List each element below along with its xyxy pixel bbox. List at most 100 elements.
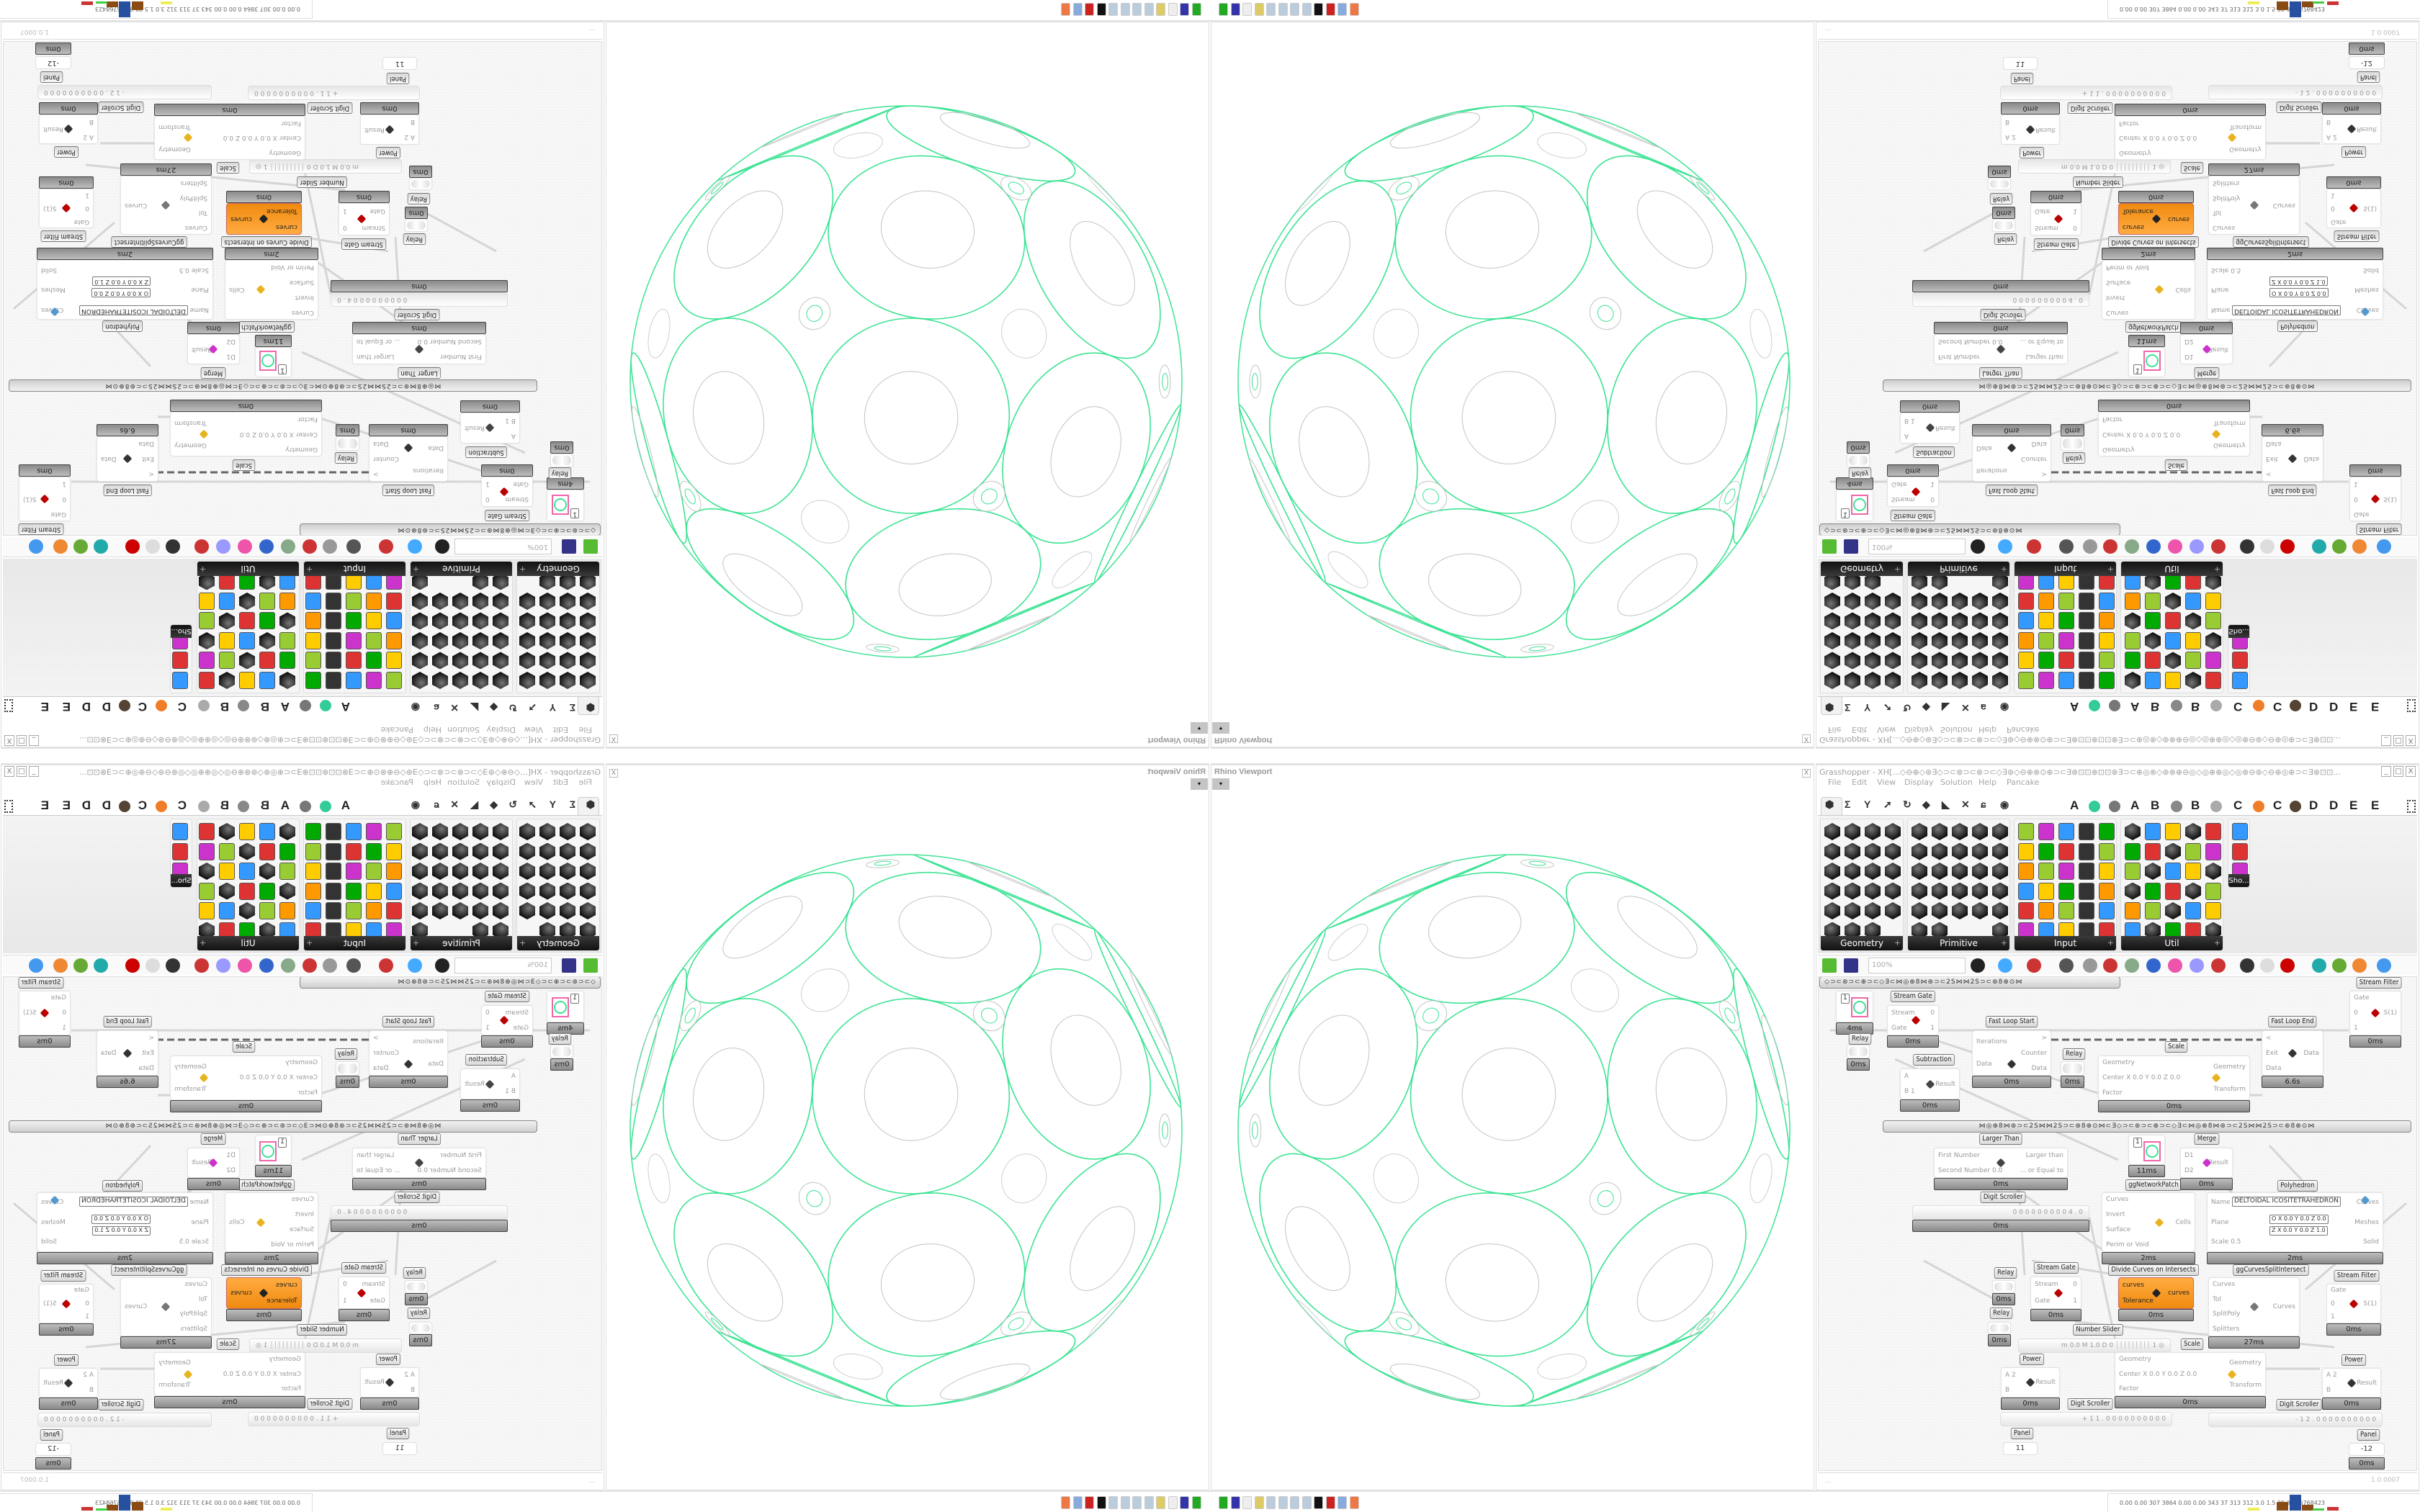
component-icon[interactable] bbox=[326, 652, 341, 670]
component-icon[interactable] bbox=[580, 613, 596, 630]
component-icon[interactable] bbox=[1952, 652, 1968, 670]
component-icon[interactable] bbox=[239, 823, 255, 840]
output-counter[interactable]: Counter bbox=[2021, 455, 2047, 463]
merge-label[interactable]: Merge bbox=[2193, 1133, 2220, 1145]
component-icon[interactable] bbox=[2205, 672, 2221, 689]
component-icon[interactable] bbox=[2125, 863, 2141, 880]
input-b-1[interactable]: B 1 bbox=[505, 1088, 516, 1096]
plane-z-field[interactable]: Z X 0.0 Y 0.0 Z 1.0 bbox=[92, 276, 151, 286]
tab-letter[interactable]: A bbox=[280, 700, 290, 714]
component-icon[interactable] bbox=[326, 902, 341, 919]
output-data[interactable]: Data bbox=[2303, 455, 2320, 463]
component-body[interactable]: Curves Invert Surface Perim or Void Cells bbox=[225, 260, 318, 320]
notepad-icon[interactable] bbox=[1132, 1496, 1142, 1509]
palette-label[interactable]: Geometry + bbox=[517, 936, 599, 950]
component-icon[interactable] bbox=[1952, 672, 1968, 689]
input-1[interactable]: 1 bbox=[85, 192, 89, 199]
polyhedron-label[interactable]: Polyhedron bbox=[102, 1180, 143, 1192]
ggnetworkpatch-body[interactable]: 1 bbox=[2128, 347, 2165, 377]
rhino-viewport[interactable]: Rhino Viewport X ▾ bbox=[605, 756, 1210, 1490]
input-name[interactable]: Name bbox=[189, 306, 209, 314]
component-icon[interactable] bbox=[259, 612, 275, 630]
group-title-bar[interactable]: ⋈◎⊕8⋈⊛⊃⊂2S⋈⋈2S⊃⊂⊛8⊕⊙⋈⊂∃◇⊃⊂⊛⊃⊂⊕⊃⊂◇∃⊂⋈◎⊕8⋈… bbox=[9, 1120, 537, 1133]
palette-label[interactable]: Sho... bbox=[171, 625, 192, 638]
component-icon[interactable] bbox=[2058, 652, 2074, 670]
component-icon[interactable] bbox=[493, 632, 508, 649]
component-icon[interactable] bbox=[279, 842, 295, 860]
menu-help[interactable]: Help bbox=[423, 725, 442, 734]
component-icon[interactable] bbox=[2018, 902, 2034, 919]
component-icon[interactable] bbox=[472, 902, 488, 919]
digit-scroller-label[interactable]: Digit Scroller bbox=[394, 309, 440, 320]
component-icon[interactable] bbox=[1992, 863, 2008, 880]
input-gate[interactable]: Gate bbox=[2354, 510, 2370, 518]
component-icon[interactable] bbox=[386, 612, 402, 630]
maximize-button[interactable]: □ bbox=[17, 766, 27, 777]
output-data[interactable]: Data bbox=[2031, 1064, 2048, 1072]
component-icon[interactable] bbox=[305, 882, 321, 900]
stream-filter-body[interactable]: Gate 0 1 S(1) bbox=[2326, 1284, 2381, 1323]
tab-letter[interactable]: B bbox=[220, 700, 229, 714]
group-title-bar[interactable]: ⋈◎⊕8⋈⊛⊃⊂2S⋈⋈2S⊃⊂⊛8⊕⊙⋈⊂∃◇⊃⊂⊛⊃⊂⊕⊃⊂◇∃⊂⋈◎⊕8⋈… bbox=[1883, 1120, 2411, 1133]
component-icon[interactable] bbox=[2205, 612, 2221, 630]
notepad-icon[interactable] bbox=[1290, 3, 1299, 16]
stream-filter-body[interactable]: Gate 0 1 S(1) bbox=[2326, 189, 2381, 228]
component-icon[interactable] bbox=[2145, 632, 2161, 649]
window-icon[interactable] bbox=[2125, 539, 2139, 554]
input-gate[interactable]: Gate bbox=[2331, 217, 2347, 225]
input-scale-0-5[interactable]: Scale 0.5 bbox=[179, 1238, 209, 1246]
notepad-icon[interactable] bbox=[1278, 1496, 1288, 1509]
firefox-icon[interactable] bbox=[1061, 3, 1071, 16]
component-icon[interactable] bbox=[1932, 652, 1948, 670]
expand-plus-icon[interactable]: + bbox=[413, 938, 420, 948]
plane-origin-field[interactable]: O X 0.0 Y 0.0 Z 0.0 bbox=[91, 288, 151, 297]
tab-icon[interactable]: ↻ bbox=[508, 798, 517, 810]
output-0[interactable]: 0 bbox=[2073, 1281, 2077, 1289]
input-stream[interactable]: Stream bbox=[1891, 1009, 1915, 1017]
stream-gate-body[interactable]: Stream Gate 0 1 bbox=[2030, 203, 2081, 235]
input--[interactable]: < bbox=[148, 470, 154, 478]
input-a[interactable]: A bbox=[511, 432, 516, 440]
shaded-icon[interactable] bbox=[166, 539, 180, 554]
divide-curves-on-intersects-body[interactable]: curves Tolerance curves bbox=[226, 203, 302, 235]
component-icon[interactable] bbox=[366, 882, 382, 900]
output-larger-than[interactable]: Larger than bbox=[357, 1151, 395, 1159]
component-icon[interactable] bbox=[1885, 593, 1901, 610]
component-icon[interactable] bbox=[219, 593, 235, 610]
output-s-1-[interactable]: S(1) bbox=[43, 204, 57, 212]
divide-curves-on-intersects-label[interactable]: Divide Curves on Intersects bbox=[221, 236, 312, 248]
render-icon[interactable] bbox=[125, 539, 140, 554]
output-1[interactable]: 1 bbox=[1930, 1024, 1935, 1032]
stream-gate-label[interactable]: Stream Gate bbox=[1890, 510, 1936, 521]
output-meshes[interactable]: Meshes bbox=[41, 286, 66, 294]
input-gate[interactable]: Gate bbox=[513, 1024, 529, 1032]
component-icon[interactable] bbox=[412, 593, 428, 610]
relay-label[interactable]: Relay bbox=[548, 1033, 572, 1045]
wireframe-icon[interactable] bbox=[2260, 958, 2275, 973]
preview-sphere-icon[interactable] bbox=[29, 958, 43, 973]
component-icon[interactable] bbox=[2145, 842, 2161, 860]
input-tolerance[interactable]: Tolerance bbox=[2123, 1297, 2154, 1305]
menu-view[interactable]: View bbox=[524, 725, 543, 734]
output-0[interactable]: 0 bbox=[343, 223, 347, 231]
tab-overflow-icon[interactable] bbox=[4, 800, 13, 813]
component-icon[interactable] bbox=[2038, 632, 2054, 649]
digit-scroller-slider[interactable]: + 1 1 . 0 0 0 0 0 0 0 0 0 0 bbox=[248, 1412, 420, 1426]
component-icon[interactable] bbox=[539, 672, 555, 689]
output--or-equal-to[interactable]: ... or Equal to bbox=[2020, 338, 2063, 346]
input--[interactable]: < bbox=[2266, 1034, 2272, 1042]
component-icon[interactable] bbox=[2099, 902, 2115, 919]
wires-icon[interactable] bbox=[2211, 958, 2226, 973]
tool-icon[interactable] bbox=[2312, 539, 2326, 554]
ggnetworkpatch-label[interactable]: ggNetworkPatch bbox=[2125, 321, 2182, 333]
input-plane[interactable]: Plane bbox=[2211, 286, 2229, 294]
scale-body[interactable]: Geometry Center X 0.0 Y 0.0 Z 0.0 Factor Ge… bbox=[2098, 412, 2250, 456]
output-larger-than[interactable]: Larger than bbox=[2025, 1151, 2063, 1159]
input-iterations[interactable]: Iterations bbox=[413, 467, 444, 474]
input-d1[interactable]: D1 bbox=[226, 1151, 236, 1159]
component-icon[interactable] bbox=[1824, 632, 1840, 649]
fast-loop-end-label[interactable]: Fast Loop End bbox=[2268, 485, 2317, 496]
output-result[interactable]: Result bbox=[1935, 424, 1955, 432]
input-invert[interactable]: Invert bbox=[2106, 1211, 2125, 1219]
input-second-number-0-0[interactable]: Second Number 0.0 bbox=[417, 338, 482, 346]
